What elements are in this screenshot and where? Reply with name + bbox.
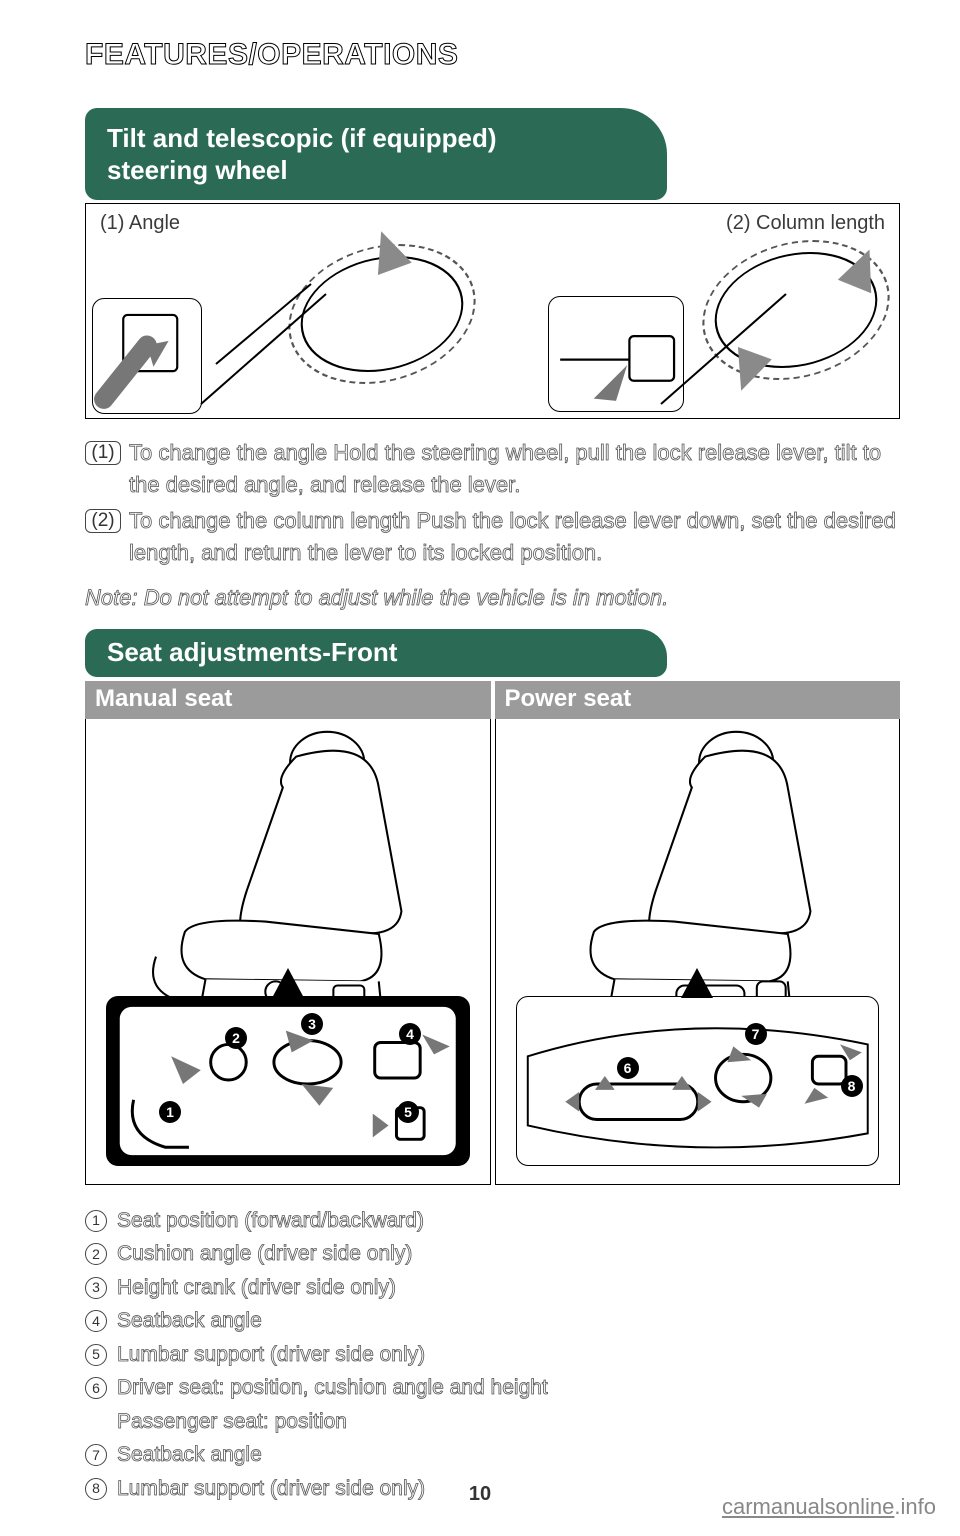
instr-row: (1) To change the angle Hold the steerin… bbox=[85, 437, 900, 501]
legend-row: 4 Seatback angle bbox=[85, 1305, 900, 1337]
section1-note: Note: Do not attempt to adjust while the… bbox=[85, 585, 900, 611]
legend-text: Lumbar support (driver side only) bbox=[117, 1339, 425, 1371]
seat-legend: 1 Seat position (forward/backward) 2 Cushi… bbox=[85, 1205, 900, 1505]
badge-8: 8 bbox=[841, 1075, 863, 1097]
legend-text: Lumbar support (driver side only) bbox=[117, 1473, 425, 1505]
manual-seat-label: Manual seat bbox=[85, 681, 491, 719]
legend-text: Height crank (driver side only) bbox=[117, 1272, 396, 1304]
power-controls-icon bbox=[517, 997, 879, 1165]
manual-seat-box: 1 2 3 4 5 bbox=[85, 719, 491, 1185]
legend-text: Driver seat: position, cushion angle and… bbox=[117, 1372, 548, 1404]
legend-num: 6 bbox=[85, 1377, 107, 1399]
legend-row: 3 Height crank (driver side only) bbox=[85, 1272, 900, 1304]
manual-control-detail: 1 2 3 4 5 bbox=[106, 996, 470, 1166]
watermark: carmanualsonline.info bbox=[722, 1494, 936, 1520]
page: FEATURES/OPERATIONS Tilt and telescopic … bbox=[0, 0, 960, 1536]
badge-7: 7 bbox=[745, 1023, 767, 1045]
badge-3: 3 bbox=[301, 1013, 323, 1035]
instr-row: (2) To change the column length Push the… bbox=[85, 505, 900, 569]
section2-title-pill: Seat adjustments-Front bbox=[85, 629, 667, 677]
instr-num: (1) bbox=[85, 441, 121, 465]
legend-row: 2 Cushion angle (driver side only) bbox=[85, 1238, 900, 1270]
watermark-a: carmanualsonline bbox=[722, 1494, 894, 1519]
legend-text: Seat position (forward/backward) bbox=[117, 1205, 424, 1237]
legend-num: 4 bbox=[85, 1310, 107, 1332]
badge-2: 2 bbox=[225, 1027, 247, 1049]
seat-diagrams: 1 2 3 4 5 bbox=[85, 719, 900, 1185]
power-control-detail: 6 7 8 bbox=[516, 996, 880, 1166]
legend-num: 8 bbox=[85, 1478, 107, 1500]
page-number: 10 bbox=[469, 1483, 491, 1506]
column-sketch-right bbox=[656, 264, 816, 414]
column-sketch-left bbox=[196, 264, 356, 414]
legend-row: 6 Driver seat: position, cushion angle an… bbox=[85, 1372, 900, 1404]
badge-1: 1 bbox=[159, 1101, 181, 1123]
callout-pointer bbox=[681, 968, 713, 998]
legend-num: 3 bbox=[85, 1277, 107, 1299]
legend-row: Passenger seat: position bbox=[85, 1406, 900, 1438]
legend-num: 5 bbox=[85, 1344, 107, 1366]
section1-title-pill: Tilt and telescopic (if equipped) steeri… bbox=[85, 108, 667, 200]
badge-4: 4 bbox=[399, 1023, 421, 1045]
power-seat-label: Power seat bbox=[495, 681, 901, 719]
badge-5: 5 bbox=[397, 1101, 419, 1123]
legend-row: 7 Seatback angle bbox=[85, 1439, 900, 1471]
seat-subtitles: Manual seat Power seat bbox=[85, 681, 900, 719]
lever-box-left bbox=[92, 298, 202, 414]
legend-num: 7 bbox=[85, 1444, 107, 1466]
lever-icon bbox=[93, 299, 201, 413]
legend-text: Seatback angle bbox=[117, 1305, 262, 1337]
watermark-b: .info bbox=[894, 1494, 936, 1519]
legend-num: 2 bbox=[85, 1243, 107, 1265]
steering-diagram: (1) Angle (2) Column length bbox=[85, 203, 900, 419]
instr-text: To change the column length Push the loc… bbox=[129, 505, 900, 569]
badge-6: 6 bbox=[617, 1057, 639, 1079]
section1-body: (1) To change the angle Hold the steerin… bbox=[85, 437, 900, 569]
instr-num: (2) bbox=[85, 509, 121, 533]
legend-num: 1 bbox=[85, 1210, 107, 1232]
diag-label-column: (2) Column length bbox=[726, 212, 885, 235]
legend-row: 5 Lumbar support (driver side only) bbox=[85, 1339, 900, 1371]
legend-row: 1 Seat position (forward/backward) bbox=[85, 1205, 900, 1237]
power-seat-box: 6 7 8 bbox=[495, 719, 901, 1185]
legend-text: Seatback angle bbox=[117, 1439, 262, 1471]
section2-title: Seat adjustments-Front bbox=[107, 637, 397, 668]
section1-title-line1: Tilt and telescopic (if equipped) bbox=[107, 122, 645, 155]
section-header: FEATURES/OPERATIONS bbox=[85, 38, 900, 72]
diag-label-angle: (1) Angle bbox=[100, 212, 180, 235]
instr-text: To change the angle Hold the steering wh… bbox=[129, 437, 900, 501]
section1-title-line2: steering wheel bbox=[107, 154, 645, 187]
manual-controls-icon bbox=[107, 997, 469, 1165]
callout-pointer bbox=[272, 968, 304, 998]
legend-text: Passenger seat: position bbox=[117, 1406, 347, 1438]
legend-text: Cushion angle (driver side only) bbox=[117, 1238, 412, 1270]
